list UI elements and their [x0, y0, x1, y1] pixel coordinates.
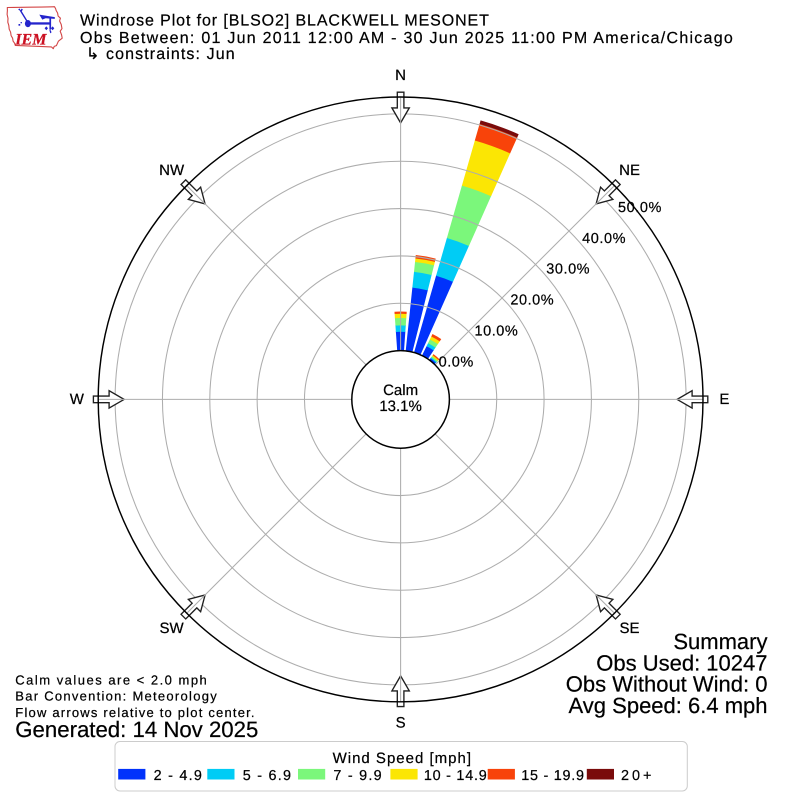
svg-text:NE: NE: [619, 162, 640, 179]
svg-text:Obs Without Wind: 0: Obs Without Wind: 0: [566, 672, 768, 697]
svg-text:Bar Convention: Meteorology: Bar Convention: Meteorology: [15, 689, 218, 704]
svg-text:Summary: Summary: [673, 629, 767, 654]
svg-text:15 - 19.9: 15 - 19.9: [521, 768, 585, 784]
svg-text:20.0%: 20.0%: [510, 293, 554, 309]
svg-text:13.1%: 13.1%: [379, 398, 422, 415]
svg-text:SW: SW: [160, 620, 185, 637]
svg-text:Calm: Calm: [383, 382, 418, 399]
svg-text:IEM: IEM: [14, 31, 47, 48]
svg-text:S: S: [396, 715, 406, 732]
svg-text:10 - 14.9: 10 - 14.9: [424, 768, 488, 784]
svg-text:0.0%: 0.0%: [439, 354, 474, 370]
svg-text:30.0%: 30.0%: [546, 262, 590, 278]
svg-text:Avg Speed: 6.4 mph: Avg Speed: 6.4 mph: [569, 693, 768, 718]
svg-text:N: N: [395, 67, 406, 84]
svg-text:Obs Between: 01 Jun 2011 12:00: Obs Between: 01 Jun 2011 12:00 AM - 30 J…: [80, 30, 734, 47]
svg-text:20+: 20+: [621, 768, 654, 784]
svg-text:NW: NW: [159, 162, 185, 179]
svg-text:5 - 6.9: 5 - 6.9: [243, 768, 293, 784]
svg-text:40.0%: 40.0%: [582, 231, 626, 247]
svg-text:↳ constraints: Jun: ↳ constraints: Jun: [86, 46, 236, 63]
svg-text:7 - 9.9: 7 - 9.9: [333, 768, 383, 784]
svg-text:50.0%: 50.0%: [618, 200, 662, 216]
svg-text:Generated: 14 Nov 2025: Generated: 14 Nov 2025: [15, 717, 258, 742]
svg-text:10.0%: 10.0%: [474, 323, 518, 339]
svg-text:E: E: [719, 391, 729, 408]
svg-text:2 - 4.9: 2 - 4.9: [154, 768, 204, 784]
svg-text:Calm values are < 2.0 mph: Calm values are < 2.0 mph: [15, 672, 208, 687]
svg-text:Flow arrows relative to plot c: Flow arrows relative to plot center.: [15, 705, 255, 720]
svg-text:Windrose Plot for [BLSO2] BLAC: Windrose Plot for [BLSO2] BLACKWELL MESO…: [80, 12, 490, 29]
svg-text:SE: SE: [620, 620, 640, 637]
svg-text:Wind Speed [mph]: Wind Speed [mph]: [333, 750, 472, 767]
svg-text:W: W: [70, 391, 85, 408]
svg-text:Obs Used: 10247: Obs Used: 10247: [596, 650, 767, 675]
